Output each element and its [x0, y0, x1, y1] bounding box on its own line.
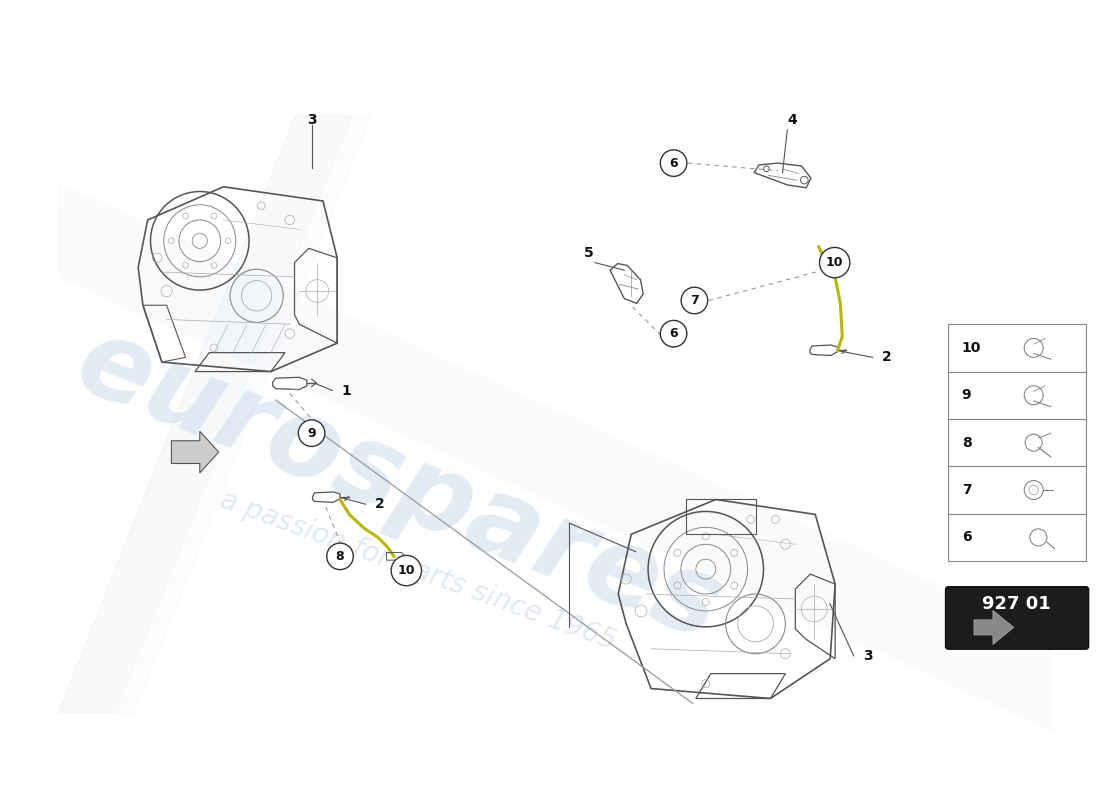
- FancyBboxPatch shape: [946, 586, 1089, 650]
- Text: 2: 2: [375, 498, 385, 511]
- Text: 3: 3: [864, 649, 872, 663]
- Text: a passion for parts since 1965: a passion for parts since 1965: [216, 486, 619, 655]
- Text: 5: 5: [583, 246, 593, 260]
- Text: 3: 3: [307, 114, 317, 127]
- Text: 4: 4: [788, 114, 796, 127]
- Text: 2: 2: [882, 350, 892, 364]
- Text: 8: 8: [336, 550, 344, 563]
- Text: 927 01: 927 01: [982, 594, 1050, 613]
- Text: 9: 9: [961, 388, 971, 402]
- Polygon shape: [57, 210, 1053, 732]
- Circle shape: [681, 287, 707, 314]
- Text: 10: 10: [397, 564, 415, 577]
- Text: 10: 10: [961, 341, 981, 355]
- FancyBboxPatch shape: [948, 466, 1086, 514]
- Circle shape: [298, 420, 324, 446]
- Circle shape: [660, 321, 686, 347]
- Text: 7: 7: [690, 294, 698, 307]
- Text: 7: 7: [961, 483, 971, 497]
- FancyBboxPatch shape: [948, 514, 1086, 561]
- Text: 8: 8: [961, 436, 971, 450]
- FancyBboxPatch shape: [948, 371, 1086, 419]
- Circle shape: [660, 150, 686, 176]
- Polygon shape: [172, 431, 219, 473]
- Circle shape: [327, 543, 353, 570]
- FancyBboxPatch shape: [948, 419, 1086, 466]
- Text: 6: 6: [961, 530, 971, 545]
- FancyBboxPatch shape: [948, 324, 1086, 371]
- Text: eurospares: eurospares: [62, 308, 736, 662]
- Polygon shape: [57, 182, 1053, 666]
- Text: 1: 1: [342, 383, 352, 398]
- Circle shape: [392, 555, 421, 586]
- Text: 6: 6: [669, 157, 678, 170]
- Text: 10: 10: [826, 256, 844, 269]
- Polygon shape: [974, 610, 1014, 645]
- Text: 9: 9: [307, 426, 316, 440]
- Circle shape: [820, 247, 850, 278]
- Text: 6: 6: [669, 327, 678, 340]
